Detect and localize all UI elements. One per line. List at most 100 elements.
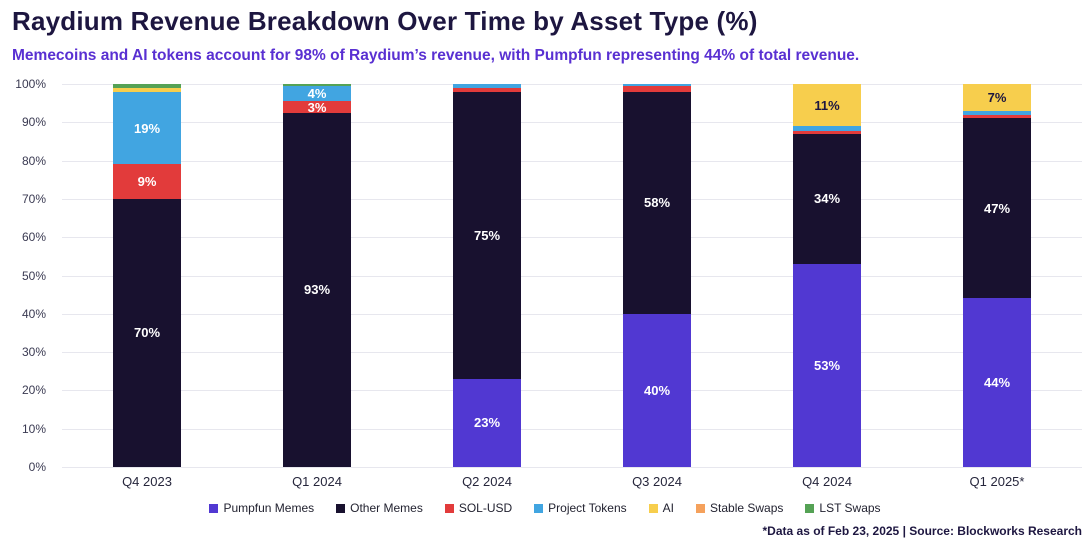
bar-segment: 34% [793, 133, 861, 265]
bar-segment: 70% [113, 198, 181, 467]
bar-segment: 19% [113, 91, 181, 165]
y-tick-label: 60% [21, 230, 46, 245]
x-tick-label: Q1 2025* [969, 474, 1025, 489]
legend-swatch [534, 503, 544, 513]
segment-value-label: 4% [307, 86, 327, 102]
bar-slot: 40% 58% [572, 84, 742, 467]
y-tick-label: 20% [21, 383, 46, 398]
segment-value-label: 7% [987, 89, 1007, 105]
bar-segment: 3% [283, 99, 351, 115]
legend-swatch [444, 503, 454, 513]
y-tick-label: 90% [21, 115, 46, 130]
gridline [62, 313, 1082, 315]
segment-value-label: 3% [307, 99, 327, 115]
legend-item: Pumpfun Memes [209, 501, 314, 515]
bar-segment: 23% [453, 378, 521, 467]
y-tick-label: 10% [21, 421, 46, 436]
bar-segment: 53% [793, 264, 861, 467]
segment-value-label: 23% [473, 415, 501, 431]
gridline [62, 237, 1082, 239]
legend-label: SOL-USD [458, 501, 513, 515]
segment-value-label: 19% [133, 120, 161, 136]
bar-segment: 11% [793, 84, 861, 127]
bar-segment [793, 131, 861, 134]
y-tick-label: 70% [21, 191, 46, 206]
legend-label: Stable Swaps [710, 501, 784, 515]
bar-segment [623, 85, 691, 92]
bars-container: 70% 9% 19% 93% 3% 4% 23% 75% 40% 58% 53% 34% 11% 44% 4… [62, 84, 1082, 467]
legend-item: SOL-USD [444, 501, 513, 515]
x-tick-label: Q1 2024 [292, 474, 342, 489]
segment-value-label: 47% [983, 200, 1011, 216]
legend-label: Pumpfun Memes [223, 501, 315, 515]
bar-segment: 93% [283, 112, 351, 467]
segment-value-label: 9% [137, 174, 157, 190]
bar-segment [623, 84, 691, 86]
stacked-bar: 40% 58% [623, 84, 691, 467]
x-tick-label: Q4 2023 [122, 474, 172, 489]
stacked-bar: 70% 9% 19% [113, 84, 181, 467]
plot-area: 0% 10% 20% 30% 40% 50% 60% 70% 80% 90% 100% 70% 9% 1… [15, 77, 1082, 474]
legend-label: Other Memes [350, 501, 423, 515]
legend-swatch [805, 503, 815, 513]
bar-segment [283, 84, 351, 86]
chart-subtitle: Memecoins and AI tokens account for 98% … [12, 47, 860, 64]
gridline [62, 84, 1082, 85]
legend-label: LST Swaps [819, 501, 881, 515]
stacked-bar: 44% 47% 7% [963, 84, 1031, 467]
x-axis-labels: Q4 2023 Q1 2024 Q2 2024 Q3 2024 Q4 2024 Q1 20… [62, 474, 1082, 489]
x-tick-label: Q2 2024 [462, 474, 512, 489]
segment-value-label: 70% [133, 325, 161, 341]
chart-header: Raydium Revenue Breakdown Over Time by A… [12, 6, 1082, 65]
legend-item: AI [648, 501, 675, 515]
bar-slot: 53% 34% 11% [742, 84, 912, 467]
y-tick-label: 40% [21, 306, 46, 321]
legend-item: Project Tokens [534, 501, 627, 515]
legend-item: Other Memes [336, 501, 423, 515]
gridline [62, 275, 1082, 277]
y-tick-label: 100% [15, 77, 46, 91]
x-tick-label: Q3 2024 [632, 474, 682, 489]
legend-label: Project Tokens [548, 501, 627, 515]
legend-item: LST Swaps [805, 501, 881, 515]
segment-value-label: 53% [813, 358, 841, 373]
bar-segment [793, 126, 861, 132]
bar-segment [963, 114, 1031, 119]
bar-segment [453, 87, 521, 92]
bar-segment [113, 87, 181, 92]
segment-value-label: 40% [643, 382, 671, 398]
legend-label: AI [662, 501, 675, 515]
stacked-bar: 53% 34% 11% [793, 84, 861, 467]
stacked-bar: 93% 3% 4% [283, 84, 351, 467]
stacked-bar: 23% 75% [453, 84, 521, 467]
gridline [62, 428, 1082, 430]
source-note: *Data as of Feb 23, 2025 | Source: Block… [762, 524, 1083, 538]
chart-legend: Pumpfun Memes Other Memes SOL-USD Project T… [0, 501, 1090, 515]
bar-segment: 9% [113, 164, 181, 199]
gridline [62, 160, 1082, 162]
bar-slot: 44% 47% 7% [912, 84, 1082, 467]
y-tick-label: 80% [21, 153, 46, 168]
gridline [62, 390, 1082, 392]
legend-swatch [648, 503, 658, 513]
gridline [62, 467, 1082, 468]
legend-swatch [209, 503, 219, 513]
gridline [62, 352, 1082, 354]
segment-value-label: 34% [813, 191, 841, 207]
bar-segment: 47% [963, 118, 1031, 299]
segment-value-label: 93% [303, 282, 331, 298]
y-tick-label: 50% [21, 268, 46, 283]
legend-swatch [336, 503, 346, 513]
segment-value-label: 11% [814, 97, 840, 113]
bar-slot: 70% 9% 19% [62, 84, 232, 467]
bar-segment: 58% [623, 91, 691, 314]
bar-segment: 7% [963, 84, 1031, 111]
bar-segment: 44% [963, 298, 1031, 467]
x-tick-label: Q4 2024 [802, 474, 852, 489]
bar-slot: 23% 75% [402, 84, 572, 467]
bar-segment: 40% [623, 313, 691, 467]
y-tick-label: 0% [28, 460, 46, 474]
bar-segment: 75% [453, 91, 521, 379]
y-tick-label: 30% [21, 345, 46, 360]
bar-segment [963, 110, 1031, 115]
